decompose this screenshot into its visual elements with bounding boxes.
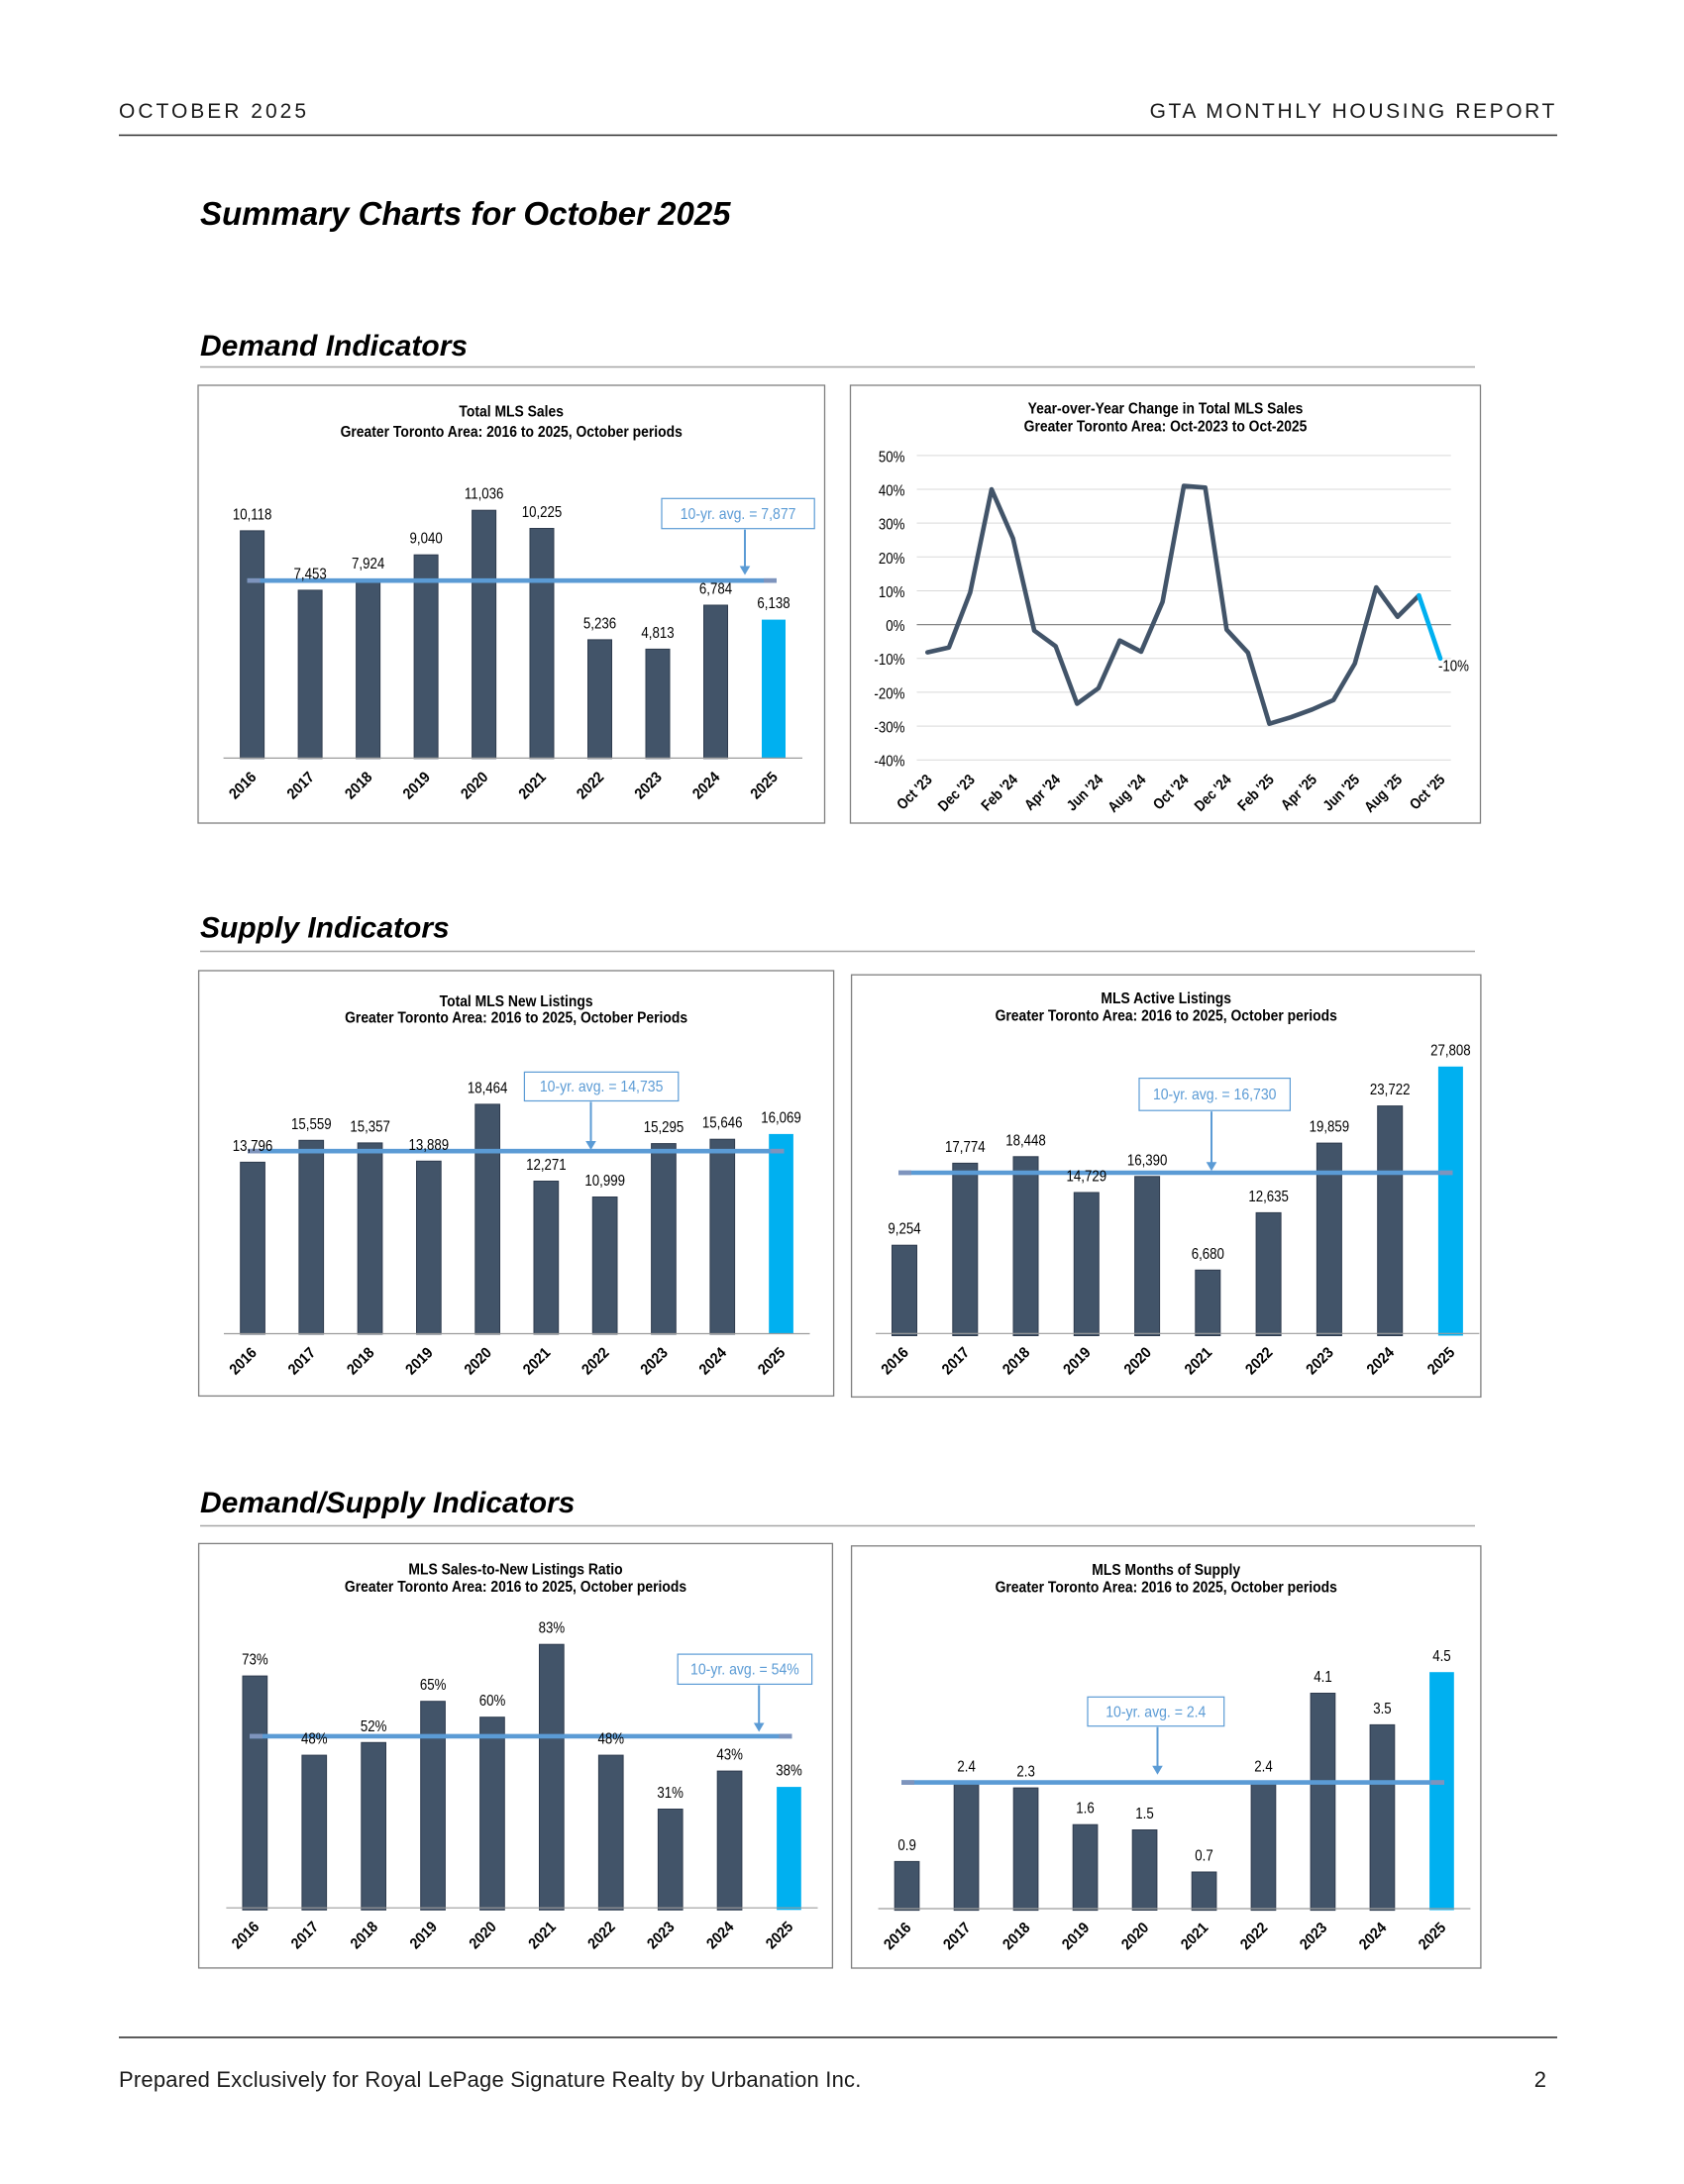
svg-text:Greater Toronto Area: 2016 to: Greater Toronto Area: 2016 to 2025, Octo… (345, 1579, 686, 1596)
svg-text:OCTOBER 2025: OCTOBER 2025 (119, 100, 309, 123)
svg-text:1.6: 1.6 (1076, 1801, 1094, 1818)
svg-text:20%: 20% (879, 551, 905, 568)
svg-text:2.4: 2.4 (1254, 1758, 1272, 1775)
svg-text:0.9: 0.9 (897, 1837, 915, 1854)
svg-text:27,808: 27,808 (1430, 1042, 1471, 1059)
svg-text:11,036: 11,036 (465, 486, 504, 503)
svg-text:7,924: 7,924 (352, 556, 384, 572)
svg-text:6,680: 6,680 (1192, 1246, 1224, 1263)
svg-text:48%: 48% (301, 1731, 328, 1748)
svg-text:38%: 38% (776, 1763, 802, 1780)
svg-text:15,559: 15,559 (291, 1116, 332, 1133)
svg-text:MLS Months of Supply: MLS Months of Supply (1092, 1562, 1240, 1579)
svg-text:12,271: 12,271 (526, 1157, 567, 1174)
svg-text:10-yr. avg. = 54%: 10-yr. avg. = 54% (690, 1661, 799, 1679)
svg-text:4.5: 4.5 (1432, 1648, 1450, 1665)
svg-text:10-yr. avg. = 7,877: 10-yr. avg. = 7,877 (681, 505, 796, 523)
svg-text:10,118: 10,118 (233, 506, 272, 523)
svg-text:Summary Charts for October 202: Summary Charts for October 2025 (200, 195, 731, 232)
svg-text:15,357: 15,357 (350, 1118, 390, 1135)
svg-text:2: 2 (1534, 2067, 1546, 2092)
svg-text:Demand/Supply Indicators: Demand/Supply Indicators (200, 1487, 575, 1519)
svg-text:3.5: 3.5 (1373, 1701, 1391, 1717)
svg-text:10%: 10% (879, 584, 905, 601)
svg-text:Greater Toronto Area: 2016 to: Greater Toronto Area: 2016 to 2025, Octo… (345, 1010, 687, 1027)
svg-text:-30%: -30% (874, 720, 904, 737)
svg-text:-10%: -10% (874, 652, 904, 669)
svg-text:16,069: 16,069 (761, 1109, 801, 1126)
svg-text:MLS Sales-to-New Listings Rati: MLS Sales-to-New Listings Ratio (408, 1562, 622, 1579)
svg-text:7,453: 7,453 (294, 566, 327, 582)
svg-text:83%: 83% (539, 1620, 566, 1637)
svg-text:73%: 73% (242, 1652, 268, 1669)
svg-text:Greater Toronto Area: 2016 to: Greater Toronto Area: 2016 to 2025, Octo… (996, 1580, 1337, 1597)
svg-text:9,254: 9,254 (888, 1221, 920, 1238)
svg-text:-10%: -10% (1438, 659, 1469, 676)
svg-text:17,774: 17,774 (945, 1139, 986, 1156)
svg-text:5,236: 5,236 (583, 615, 616, 632)
svg-text:60%: 60% (479, 1693, 506, 1710)
svg-text:Demand Indicators: Demand Indicators (200, 330, 468, 363)
svg-text:13,796: 13,796 (233, 1138, 273, 1155)
svg-text:Greater Toronto Area: 2016 to: Greater Toronto Area: 2016 to 2025, Octo… (996, 1008, 1337, 1025)
svg-text:Total MLS Sales: Total MLS Sales (459, 404, 564, 421)
svg-text:52%: 52% (361, 1718, 387, 1735)
svg-text:31%: 31% (657, 1785, 684, 1802)
svg-text:12,635: 12,635 (1248, 1189, 1289, 1205)
svg-text:19,859: 19,859 (1310, 1119, 1350, 1136)
svg-text:Total MLS New Listings: Total MLS New Listings (440, 993, 593, 1010)
svg-text:18,464: 18,464 (468, 1080, 508, 1096)
svg-text:2.3: 2.3 (1016, 1764, 1034, 1781)
svg-text:23,722: 23,722 (1370, 1082, 1411, 1098)
svg-text:1.5: 1.5 (1135, 1806, 1153, 1822)
svg-text:43%: 43% (716, 1747, 743, 1764)
svg-text:65%: 65% (420, 1677, 447, 1694)
svg-text:Greater Toronto Area: 2016 to: Greater Toronto Area: 2016 to 2025, Octo… (341, 424, 683, 441)
svg-text:Year-over-Year Change in Total: Year-over-Year Change in Total MLS Sales (1028, 401, 1304, 418)
svg-text:48%: 48% (598, 1731, 625, 1748)
svg-text:MLS Active Listings: MLS Active Listings (1101, 990, 1231, 1007)
svg-text:10-yr. avg. = 14,735: 10-yr. avg. = 14,735 (540, 1078, 664, 1095)
svg-text:15,646: 15,646 (702, 1115, 743, 1132)
svg-text:18,448: 18,448 (1005, 1132, 1046, 1149)
svg-text:4.1: 4.1 (1314, 1669, 1331, 1686)
svg-text:6,784: 6,784 (699, 581, 732, 598)
svg-text:40%: 40% (879, 483, 905, 500)
svg-text:0%: 0% (886, 618, 904, 635)
svg-text:10-yr. avg. = 16,730: 10-yr. avg. = 16,730 (1153, 1086, 1277, 1103)
svg-text:2.4: 2.4 (957, 1758, 975, 1775)
svg-text:Greater Toronto Area: Oct-2023: Greater Toronto Area: Oct-2023 to Oct-20… (1024, 419, 1308, 436)
svg-text:16,390: 16,390 (1127, 1152, 1168, 1169)
svg-text:Prepared Exclusively for Royal: Prepared Exclusively for Royal LePage Si… (119, 2067, 862, 2092)
svg-text:10,225: 10,225 (522, 504, 563, 521)
svg-text:30%: 30% (879, 517, 905, 534)
svg-text:13,889: 13,889 (409, 1137, 450, 1154)
svg-text:6,138: 6,138 (757, 595, 789, 612)
svg-text:15,295: 15,295 (644, 1119, 684, 1136)
svg-text:4,813: 4,813 (641, 625, 674, 642)
svg-text:-20%: -20% (874, 685, 904, 702)
svg-text:Supply Indicators: Supply Indicators (200, 912, 450, 945)
svg-text:9,040: 9,040 (410, 531, 443, 548)
svg-text:50%: 50% (879, 449, 905, 466)
svg-text:0.7: 0.7 (1195, 1848, 1212, 1865)
svg-text:-40%: -40% (874, 754, 904, 771)
svg-text:14,729: 14,729 (1067, 1169, 1107, 1186)
svg-text:10,999: 10,999 (584, 1173, 625, 1190)
svg-text:GTA MONTHLY HOUSING REPORT: GTA MONTHLY HOUSING REPORT (1150, 100, 1557, 123)
svg-text:10-yr. avg. = 2.4: 10-yr. avg. = 2.4 (1105, 1704, 1206, 1721)
